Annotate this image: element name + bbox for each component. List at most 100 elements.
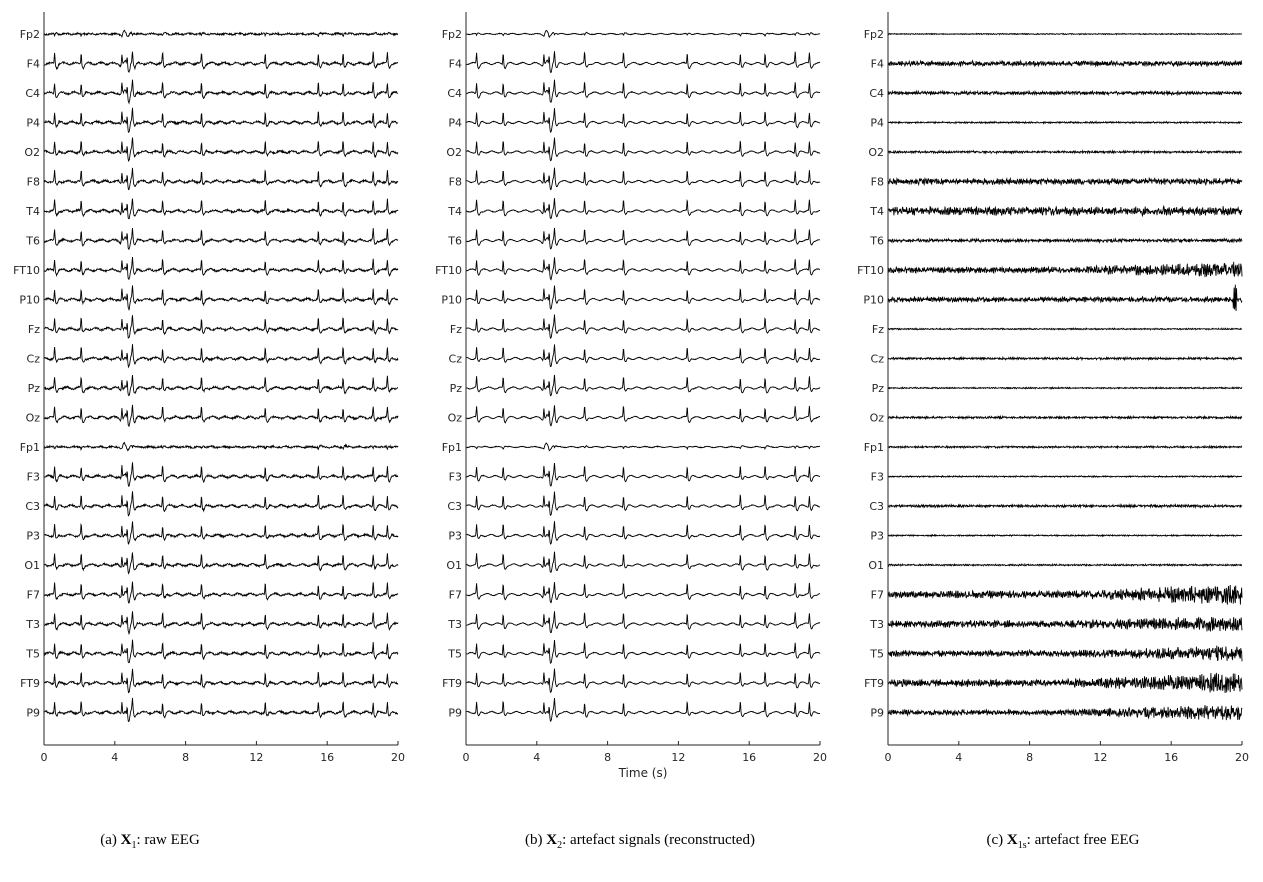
channel-label-fp2: Fp2 xyxy=(20,28,40,41)
channel-label-ft9: FT9 xyxy=(442,677,462,690)
channel-label-t3: T3 xyxy=(869,618,884,631)
trace-c3 xyxy=(887,502,1243,510)
channel-label-o2: O2 xyxy=(868,146,884,159)
channel-label-p10: P10 xyxy=(441,294,462,307)
channel-label-f3: F3 xyxy=(449,471,462,484)
channel-label-o2: O2 xyxy=(446,146,462,159)
x-tick-label: 0 xyxy=(41,751,48,764)
channel-label-o1: O1 xyxy=(446,559,462,572)
trace-ft9 xyxy=(887,672,1243,694)
channel-label-f4: F4 xyxy=(871,58,884,71)
caption-panel-c: (c) X1s: artefact free EEG xyxy=(986,832,1140,851)
trace-t3 xyxy=(465,611,821,634)
trace-p3 xyxy=(887,533,1243,538)
trace-fp1 xyxy=(43,441,399,452)
trace-fp2 xyxy=(887,32,1242,36)
trace-t3 xyxy=(43,611,399,636)
x-tick-label: 16 xyxy=(320,751,334,764)
channel-label-c3: C3 xyxy=(869,500,884,513)
trace-f3 xyxy=(887,474,1243,479)
trace-fp2 xyxy=(465,29,821,39)
x-tick-label: 0 xyxy=(885,751,892,764)
x-tick-label: 20 xyxy=(813,751,827,764)
trace-t6 xyxy=(465,227,821,250)
trace-c3 xyxy=(43,491,399,517)
trace-f8 xyxy=(465,167,821,191)
trace-t5 xyxy=(465,639,821,665)
channel-label-o1: O1 xyxy=(868,559,884,572)
trace-p10 xyxy=(887,284,1243,311)
channel-label-oz: Oz xyxy=(26,412,41,425)
trace-f8 xyxy=(887,176,1243,187)
channel-label-c4: C4 xyxy=(25,87,40,100)
channel-label-t3: T3 xyxy=(25,618,40,631)
channel-label-t5: T5 xyxy=(447,648,462,661)
channel-label-pz: Pz xyxy=(450,382,463,395)
channel-label-f7: F7 xyxy=(871,589,884,602)
channel-label-p3: P3 xyxy=(448,530,462,543)
trace-o2 xyxy=(465,137,821,162)
channel-label-f4: F4 xyxy=(27,58,40,71)
trace-c4 xyxy=(887,89,1243,97)
channel-label-c3: C3 xyxy=(25,500,40,513)
channel-label-ft10: FT10 xyxy=(13,264,40,277)
channel-label-cz: Cz xyxy=(27,353,41,366)
trace-cz xyxy=(43,344,399,369)
x-tick-label: 12 xyxy=(249,751,263,764)
trace-f7 xyxy=(465,582,821,604)
panel-c-artefact-free-eeg: Fp2 F4 C4 P4 O2 F8 T4 T6 FT10 P10 Fz Cz Pz Oz Fp1 F3 C3 P… xyxy=(857,12,1249,764)
trace-o1 xyxy=(887,562,1243,568)
trace-fp1 xyxy=(887,444,1243,450)
x-tick-label: 4 xyxy=(955,751,962,764)
trace-pz xyxy=(465,374,821,397)
channel-label-p9: P9 xyxy=(870,707,884,720)
x-tick-label: 16 xyxy=(742,751,756,764)
trace-ft9 xyxy=(465,668,821,694)
trace-p10 xyxy=(43,285,398,312)
channel-label-cz: Cz xyxy=(449,353,463,366)
channel-label-t4: T4 xyxy=(869,205,884,218)
trace-f3 xyxy=(43,462,399,487)
panel-a-raw-eeg: Fp2 F4 C4 P4 O2 F8 T4 T6 FT10 P10 Fz Cz Pz Oz Fp1 F3 C3 P… xyxy=(13,12,405,764)
channel-label-ft10: FT10 xyxy=(857,264,884,277)
trace-fz xyxy=(43,315,399,339)
channel-label-t5: T5 xyxy=(25,648,40,661)
trace-oz xyxy=(43,404,399,428)
x-tick-label: 12 xyxy=(671,751,685,764)
channel-label-f7: F7 xyxy=(449,589,462,602)
trace-pz xyxy=(43,374,398,397)
trace-ft10 xyxy=(465,257,821,281)
channel-label-p3: P3 xyxy=(870,530,884,543)
channel-label-ft9: FT9 xyxy=(864,677,884,690)
channel-label-fz: Fz xyxy=(872,323,884,336)
trace-p9 xyxy=(465,697,821,723)
channel-label-t3: T3 xyxy=(447,618,462,631)
x-tick-label: 8 xyxy=(1026,751,1033,764)
x-tick-label: 12 xyxy=(1093,751,1107,764)
trace-f3 xyxy=(466,462,821,487)
trace-t3 xyxy=(887,616,1243,632)
channel-label-fp1: Fp1 xyxy=(864,441,884,454)
trace-cz xyxy=(887,355,1243,362)
channel-label-f3: F3 xyxy=(871,471,884,484)
channel-label-oz: Oz xyxy=(448,412,463,425)
channel-label-fp1: Fp1 xyxy=(20,441,40,454)
caption-row: (a) X1: raw EEG (b) X2: artefact signals… xyxy=(0,832,1263,862)
x-tick-label: 20 xyxy=(1235,751,1249,764)
trace-o1 xyxy=(465,551,821,573)
channel-label-f4: F4 xyxy=(449,58,462,71)
trace-ft10 xyxy=(887,261,1243,278)
trace-f7 xyxy=(887,584,1243,605)
channel-label-pz: Pz xyxy=(28,382,41,395)
trace-t5 xyxy=(43,639,399,664)
eeg-figure: Fp2 F4 C4 P4 O2 F8 T4 T6 FT10 P10 Fz Cz Pz Oz Fp1 F3 C3 P… xyxy=(13,12,1249,780)
trace-fz xyxy=(465,314,821,339)
channel-label-t5: T5 xyxy=(869,648,884,661)
channel-label-p4: P4 xyxy=(26,117,40,130)
trace-fz xyxy=(887,327,1243,331)
x-tick-label: 8 xyxy=(182,751,189,764)
channel-label-p9: P9 xyxy=(26,707,40,720)
x-tick-label: 0 xyxy=(463,751,470,764)
trace-t6 xyxy=(43,228,399,250)
x-tick-label: 4 xyxy=(533,751,540,764)
